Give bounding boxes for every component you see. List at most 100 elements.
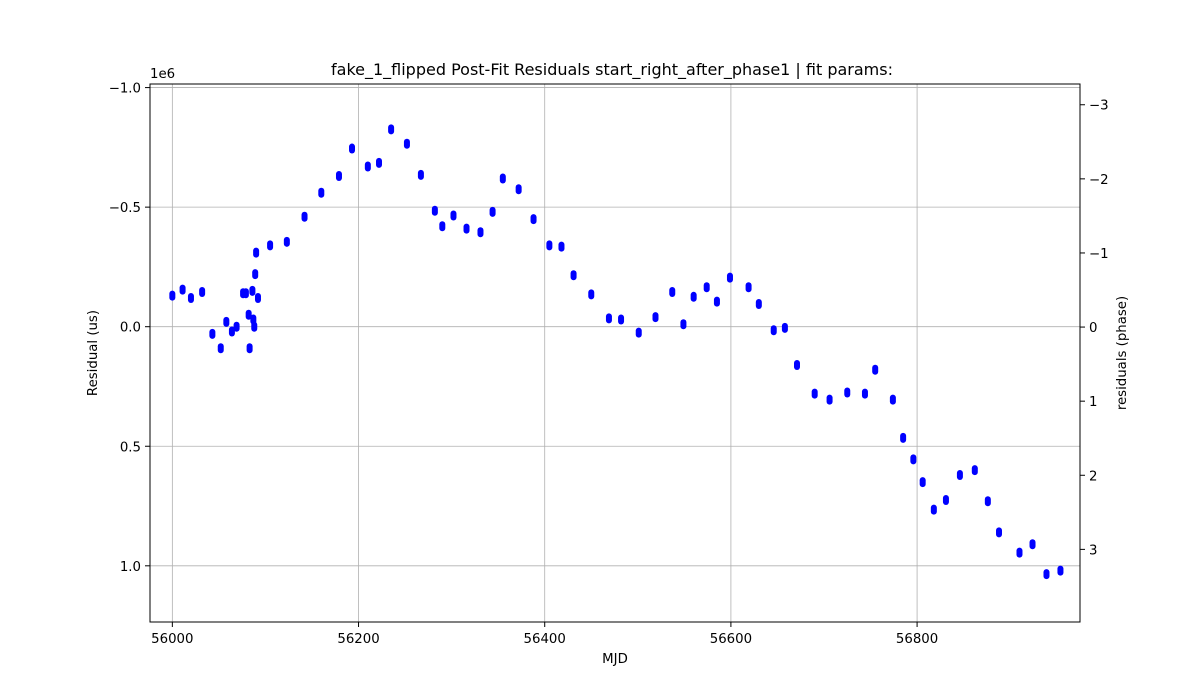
data-point (635, 327, 642, 338)
data-point (254, 293, 261, 304)
data-point (956, 469, 963, 480)
data-point (318, 187, 325, 198)
data-point (245, 309, 252, 320)
data-point (253, 247, 260, 258)
data-point (463, 223, 470, 234)
data-point (233, 321, 240, 332)
data-point (793, 359, 800, 370)
data-point (558, 241, 565, 252)
data-point (431, 205, 438, 216)
data-point (283, 236, 290, 247)
data-point (713, 296, 720, 307)
data-point (223, 316, 230, 327)
y2-tick-label: 3 (1089, 543, 1097, 558)
data-point (726, 272, 733, 283)
data-point (530, 214, 537, 225)
y-tick-label: 0.0 (120, 321, 141, 336)
data-point (942, 495, 949, 506)
data-point (1057, 565, 1064, 576)
data-point (364, 161, 371, 172)
x-tick-label: 56000 (151, 632, 193, 647)
data-point (1029, 539, 1036, 550)
x-tick-label: 56400 (524, 632, 566, 647)
data-point (217, 343, 224, 354)
data-point (169, 290, 176, 301)
data-point (996, 527, 1003, 538)
y2-tick-label: 1 (1089, 395, 1097, 410)
data-point (971, 465, 978, 476)
x-axis-title: MJD (602, 652, 628, 667)
data-point (179, 284, 186, 295)
data-point (919, 477, 926, 488)
data-point (187, 293, 194, 304)
data-point (652, 312, 659, 323)
data-point (844, 387, 851, 398)
data-point (984, 496, 991, 507)
x-axis-ticks: 56000 56200 56400 56600 56800 (151, 622, 938, 647)
plot-frame (149, 83, 1081, 623)
data-point (335, 171, 342, 182)
y-tick-label: 1.0 (120, 560, 141, 575)
data-point (770, 325, 777, 336)
data-point (745, 282, 752, 293)
data-point (872, 364, 879, 375)
data-point (403, 138, 410, 149)
data-point (1043, 569, 1050, 580)
data-point (826, 394, 833, 405)
x-tick-label: 56800 (896, 632, 938, 647)
data-point (499, 173, 506, 184)
data-point (588, 289, 595, 300)
data-point (489, 206, 496, 217)
data-point (680, 319, 687, 330)
data-point (199, 287, 206, 298)
data-point (930, 504, 937, 515)
data-point (618, 314, 625, 325)
y2-tick-label: −2 (1089, 173, 1109, 188)
data-point (900, 432, 907, 443)
y2-axis-title: residuals (phase) (1115, 296, 1130, 410)
data-point (861, 388, 868, 399)
data-point (249, 285, 256, 296)
data-point (515, 184, 522, 195)
data-point (417, 169, 424, 180)
data-point (439, 221, 446, 232)
data-point (781, 322, 788, 333)
y2-tick-label: −3 (1089, 99, 1109, 114)
data-point (209, 328, 216, 339)
y-axis-ticks: −1.0 −0.5 0.0 0.5 1.0 (109, 82, 150, 575)
data-point (228, 326, 235, 337)
data-point (349, 143, 356, 154)
data-point (755, 298, 762, 309)
data-point (376, 157, 383, 168)
data-point (570, 270, 577, 281)
chart-title: fake_1_flipped Post-Fit Residuals start_… (331, 60, 893, 80)
data-point (1016, 547, 1023, 558)
data-point (669, 287, 676, 298)
data-point (251, 321, 258, 332)
y2-tick-label: −1 (1089, 247, 1109, 262)
data-points (169, 124, 1064, 580)
data-point (242, 288, 249, 299)
y-axis-title: Residual (us) (86, 310, 101, 396)
y2-tick-label: 2 (1089, 469, 1097, 484)
data-point (910, 454, 917, 465)
x-tick-label: 56600 (710, 632, 752, 647)
data-point (388, 124, 395, 135)
y-tick-label: 0.5 (120, 440, 141, 455)
y-offset-label: 1e6 (150, 67, 175, 82)
data-point (690, 291, 697, 302)
data-point (252, 269, 259, 280)
x-tick-label: 56200 (337, 632, 379, 647)
data-point (546, 240, 553, 251)
y2-axis-ticks: −3 −2 −1 0 1 2 3 (1080, 99, 1109, 558)
grid (150, 84, 1080, 622)
y2-tick-label: 0 (1089, 321, 1097, 336)
data-point (301, 211, 308, 222)
data-point (267, 240, 274, 251)
data-point (246, 343, 253, 354)
y-tick-label: −0.5 (109, 201, 141, 216)
data-point (703, 282, 710, 293)
data-point (450, 210, 457, 221)
data-point (811, 388, 818, 399)
